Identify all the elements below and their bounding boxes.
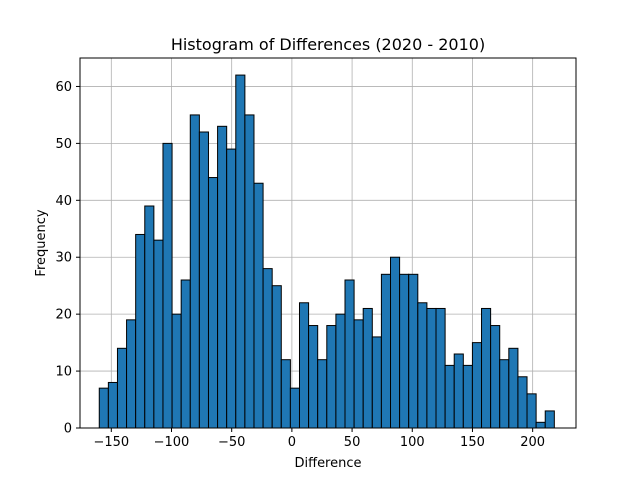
y-tick-label: 50	[55, 137, 72, 152]
histogram-bar	[390, 256, 401, 429]
histogram-bar	[171, 313, 182, 429]
histogram-bar	[226, 148, 237, 429]
histogram-bar	[453, 353, 464, 429]
x-tick-label: −100	[154, 435, 190, 450]
x-tick-label: 100	[400, 435, 425, 450]
histogram-bar	[426, 307, 437, 429]
x-tick-label: 150	[460, 435, 485, 450]
histogram-bar	[244, 114, 255, 429]
histogram-bar	[544, 410, 555, 429]
y-tick-label: 20	[55, 308, 72, 323]
histogram-bar	[207, 177, 219, 429]
histogram-bar	[490, 325, 501, 429]
histogram-bar	[126, 319, 137, 429]
x-tick-label: −150	[93, 435, 129, 450]
histogram-bar	[508, 347, 519, 429]
x-tick-label: 50	[344, 435, 361, 450]
histogram-bar	[335, 313, 346, 429]
x-tick-label: 200	[520, 435, 545, 450]
y-tick-label: 60	[55, 80, 72, 95]
histogram-bar	[98, 387, 109, 429]
histogram-bar	[408, 273, 419, 429]
histogram-bar	[280, 359, 291, 429]
chart-title: Histogram of Differences (2020 - 2010)	[171, 35, 485, 54]
histogram-bar	[317, 359, 328, 429]
histogram-bar	[417, 302, 428, 429]
histogram-bar	[198, 131, 209, 429]
histogram-bar	[289, 387, 300, 429]
histogram-bar	[362, 307, 373, 429]
histogram-bar	[481, 307, 492, 429]
plot-frame	[79, 57, 577, 429]
histogram-bar	[444, 364, 455, 429]
y-tick-label: 0	[64, 422, 72, 437]
x-tick-label: 0	[288, 435, 296, 450]
histogram-bar	[517, 376, 528, 429]
y-tick-label: 10	[55, 365, 72, 380]
histogram-bar	[526, 393, 537, 429]
histogram-bar	[180, 279, 191, 429]
histogram-bar	[380, 273, 392, 429]
y-tick-label: 40	[55, 194, 72, 209]
histogram-bar	[189, 114, 200, 429]
histogram-bar	[462, 364, 473, 429]
histogram-bar	[217, 125, 228, 429]
y-tick-label: 30	[55, 251, 72, 266]
histogram-bar	[344, 279, 355, 429]
histogram-bar	[153, 239, 164, 429]
histogram-bar	[371, 336, 382, 429]
histogram-bar	[499, 359, 510, 429]
histogram-bar	[235, 74, 246, 429]
histogram-bar	[135, 233, 146, 429]
histogram-bar	[116, 347, 128, 429]
histogram-bar	[353, 319, 364, 429]
x-axis-ticks: −150 −100 −50 0 50 100 150 200	[93, 428, 545, 450]
histogram-bar	[271, 285, 282, 429]
histogram-bar	[107, 381, 118, 429]
histogram-bar	[399, 273, 410, 429]
histogram-bar	[253, 182, 264, 429]
histogram-bar	[162, 142, 173, 429]
histogram-bar	[308, 325, 319, 429]
y-axis-ticks: 0 10 20 30 40 50 60	[55, 80, 80, 437]
x-tick-label: −50	[218, 435, 245, 450]
histogram-bar	[262, 268, 273, 429]
y-axis-label: Frequency	[34, 209, 49, 276]
histogram-bar	[298, 302, 310, 429]
histogram-bar	[435, 307, 446, 429]
histogram-bar	[144, 205, 155, 429]
x-axis-label: Difference	[294, 456, 361, 471]
histogram-bar	[471, 342, 483, 429]
histogram-bar	[326, 325, 337, 429]
histogram-bar	[535, 421, 546, 429]
